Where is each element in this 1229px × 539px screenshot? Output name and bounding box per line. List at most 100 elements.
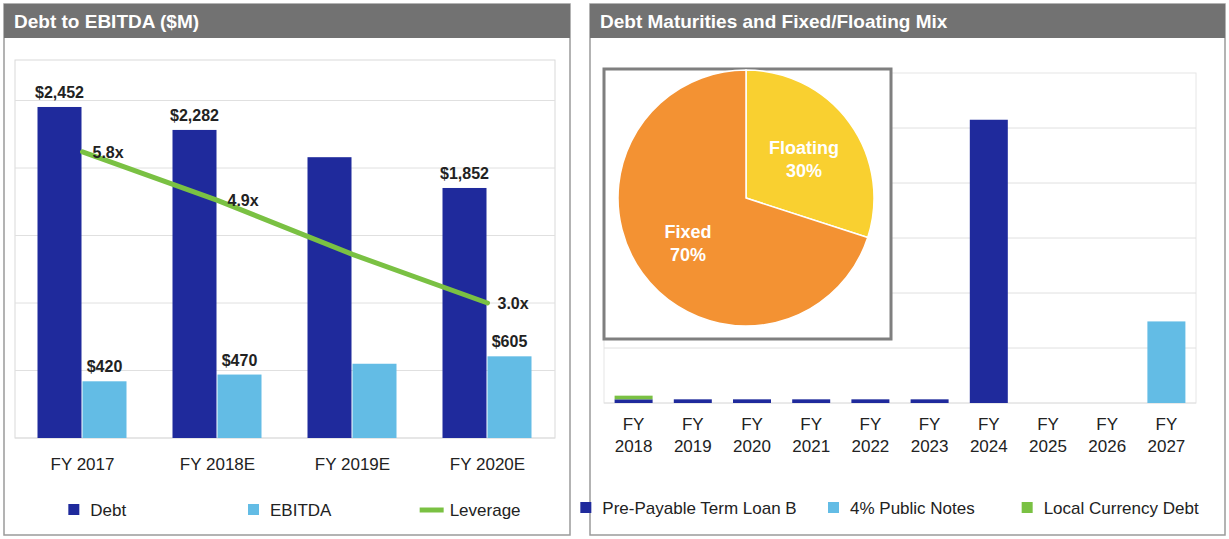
x-tick-label: FY2027 [1147, 415, 1185, 456]
x-tick-line: FY [860, 415, 882, 434]
bar [970, 119, 1008, 120]
data-label: $1,852 [440, 165, 489, 182]
bar [733, 399, 771, 400]
x-tick-line: 2024 [970, 437, 1008, 456]
bar [1088, 403, 1126, 404]
x-tick-label: FY2018 [615, 415, 653, 456]
leverage-line [83, 152, 488, 303]
x-tick-line: FY [1037, 415, 1059, 434]
x-tick-line: 2022 [851, 437, 889, 456]
x-tick-label: FY 2018E [180, 455, 255, 474]
chart-title: Debt to EBITDA ($M) [14, 11, 199, 32]
x-tick-label: FY 2025 [1029, 415, 1067, 456]
bar [792, 399, 830, 400]
pie-slice [618, 70, 868, 326]
pie-category: Floating [769, 138, 839, 158]
bar [1147, 321, 1185, 322]
x-tick-label: FY2023 [911, 415, 949, 456]
bar [851, 399, 889, 403]
panel-header [590, 4, 1225, 38]
bar [674, 399, 712, 400]
plot-frame [15, 60, 555, 438]
legend-swatch [248, 504, 259, 515]
bar [911, 399, 949, 400]
panel-header [4, 4, 570, 38]
x-tick-label: FY 2017 [51, 455, 115, 474]
bar [792, 399, 830, 400]
legend-label: EBITDA [270, 501, 332, 520]
x-tick-label: FY 2020 [733, 415, 771, 456]
data-label: 5.8x [93, 144, 124, 161]
legend-swatch [68, 504, 79, 515]
x-tick-line: FY [623, 415, 645, 434]
x-tick-line: FY [919, 415, 941, 434]
pie-category: Fixed [665, 222, 712, 242]
x-tick-line: FY [1096, 415, 1118, 434]
panel-frame [590, 4, 1225, 535]
bar [615, 396, 653, 400]
bar [1029, 403, 1067, 404]
bar [1088, 403, 1126, 404]
chart-title: Debt Maturities and Fixed/Floating Mix [600, 11, 948, 32]
bar [1029, 403, 1067, 404]
bar [851, 399, 889, 400]
pie-box [604, 69, 891, 339]
x-tick-line: 2025 [1029, 437, 1067, 456]
bar [1088, 403, 1126, 404]
data-label: $605 [492, 333, 528, 350]
bar [83, 381, 127, 438]
page: Debt to EBITDA ($M)$2,452$2,282$1,852$42… [0, 0, 1229, 539]
legend-label: Debt [90, 501, 126, 520]
bar [308, 157, 352, 438]
x-tick-line: 2021 [792, 437, 830, 456]
x-tick-line: FY [1156, 415, 1178, 434]
bar [970, 119, 1008, 120]
data-label: $2,282 [170, 107, 219, 124]
bar [173, 130, 217, 438]
grid-line [604, 348, 1196, 349]
x-tick-label: FY 2026 [1088, 415, 1126, 456]
legend-label: 4% Public Notes [850, 499, 975, 518]
legend-label: Local Currency Debt [1044, 499, 1199, 518]
x-tick-label: FY 2024 [970, 415, 1008, 456]
bar [792, 399, 830, 403]
x-tick-label: FY 2022 [851, 415, 889, 456]
bar [733, 399, 771, 403]
x-tick-label: FY 2019 [674, 415, 712, 456]
x-tick-line: FY [682, 415, 704, 434]
x-tick-line: FY [800, 415, 822, 434]
x-tick-line: 2026 [1088, 437, 1126, 456]
x-tick-line: 2019 [674, 437, 712, 456]
data-label: $2,452 [35, 84, 84, 101]
bar [970, 120, 1008, 403]
bar [674, 399, 712, 400]
bar [911, 399, 949, 400]
pie-value-label: 70% [670, 245, 706, 265]
bar [218, 375, 262, 438]
x-tick-line: FY [741, 415, 763, 434]
legend-swatch [1022, 502, 1033, 513]
x-tick-line: FY [978, 415, 1000, 434]
bar [851, 399, 889, 400]
bar [674, 399, 712, 403]
legend-swatch [580, 502, 591, 513]
x-tick-label: FY 2019E [315, 455, 390, 474]
bar [1029, 403, 1067, 404]
x-tick-label: FY 2020E [450, 455, 525, 474]
bar [443, 188, 487, 438]
legend-label: Pre-Payable Term Loan B [602, 499, 796, 518]
bar [488, 356, 532, 438]
legend-swatch [420, 508, 444, 513]
x-tick-line: 2020 [733, 437, 771, 456]
bar [733, 399, 771, 400]
bar [615, 399, 653, 403]
panel-frame [4, 4, 570, 535]
data-label: $470 [222, 352, 258, 369]
grid-line [15, 100, 555, 101]
plot-area [38, 107, 532, 438]
bar [353, 364, 397, 438]
legend-label: Leverage [450, 501, 521, 520]
data-label: 4.9x [228, 192, 259, 209]
x-tick-label: FY 2021 [792, 415, 830, 456]
legend-swatch [828, 502, 839, 513]
